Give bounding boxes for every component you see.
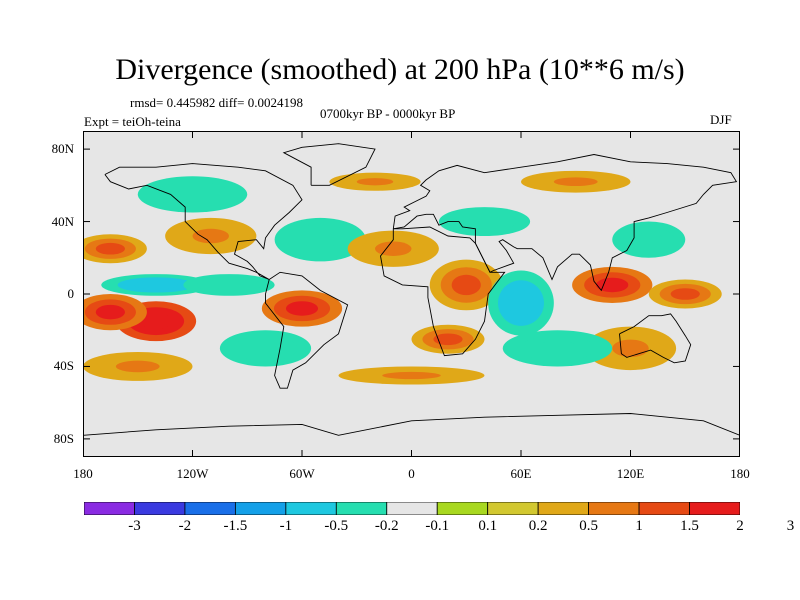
y-tick-label: 40S [53,358,74,374]
colorbar-label: -0.1 [425,518,450,534]
field-blob [375,241,412,256]
colorbar-label: 1.5 [680,518,699,534]
colorbar-swatch [638,502,690,515]
period-text: 0700kyr BP - 0000kyr BP [320,106,456,121]
x-tick-label: 60W [289,466,315,481]
field-blob [95,242,125,255]
x-tick-label: 120E [616,466,645,481]
x-tick-label: 120W [176,466,209,481]
field-blob [553,177,598,187]
colorbar-swatch [234,502,287,515]
map-title: Divergence (smoothed) at 200 hPa (10**6 … [115,53,685,86]
colorbar-swatch [487,502,539,515]
field-blob [139,313,173,330]
y-tick-label: 80N [51,141,74,157]
coastline [392,154,738,292]
colorbar-swatch [335,502,388,515]
field-blob [634,232,664,247]
y-tick-label: 0 [67,286,75,301]
field-blob [302,230,339,249]
field-blob [170,187,215,202]
field-blob [247,341,284,356]
colorbar-label: -2 [178,518,192,534]
stats-text: rmsd= 0.445982 diff= 0.0024198 [130,95,303,110]
colorbar-swatch [184,502,236,515]
coastline [265,271,349,389]
colorbar-label: -0.5 [324,518,349,534]
coastline [282,143,376,186]
colorbar-swatch [84,502,135,515]
field-blob [356,178,394,186]
y-tick-label: 80S [53,430,74,446]
field-blob [115,360,160,373]
field-blob [535,341,580,356]
field-blob [433,333,463,346]
colorbar-label: -3 [128,518,141,534]
colorbar-swatch [285,502,337,515]
divergence-field [83,170,722,385]
coastline [83,413,740,436]
field-blob [596,277,629,293]
colorbar-swatch [134,502,186,515]
colorbar-swatch [537,502,590,515]
x-tick-label: 180 [73,466,93,481]
x-tick-label: 60E [510,466,532,481]
colorbar-label: 2 [736,518,744,534]
colorbar-swatch [588,502,640,515]
colorbar-label: -1 [279,518,293,534]
season-text: DJF [710,112,732,127]
colorbar [84,502,740,515]
x-tick-label: 180 [730,466,750,481]
field-blob [612,339,649,358]
y-tick-label: 40N [51,213,74,229]
colorbar-label: 3 [786,518,795,534]
x-tick-label: 0 [408,466,415,481]
axis-ticks [83,131,740,457]
colorbar-label: 0.1 [478,518,498,534]
coastline [380,226,506,357]
colorbar-label: 1 [635,518,643,534]
expt-text: Expt = teiOh-teina [84,114,181,129]
field-blob [507,290,535,317]
colorbar-label: -0.2 [374,518,399,534]
divergence-map [83,131,740,457]
field-blob [95,304,125,320]
field-blob [192,228,229,244]
colorbar-label: 0.5 [579,518,598,534]
colorbar-swatch [386,502,438,515]
colorbar-swatch [436,502,489,515]
coastline [619,313,692,364]
colorbar-swatch [689,502,740,515]
field-blob [670,288,700,300]
coastlines [83,143,740,436]
field-blob [466,215,503,228]
field-blob [134,280,178,290]
field-blob [285,301,319,316]
colorbar-label: 0.2 [528,518,548,534]
coastline [104,163,303,280]
colorbar-label: -1.5 [223,518,248,534]
field-blob [451,274,481,296]
field-blob [382,371,441,380]
field-blob [210,280,248,290]
